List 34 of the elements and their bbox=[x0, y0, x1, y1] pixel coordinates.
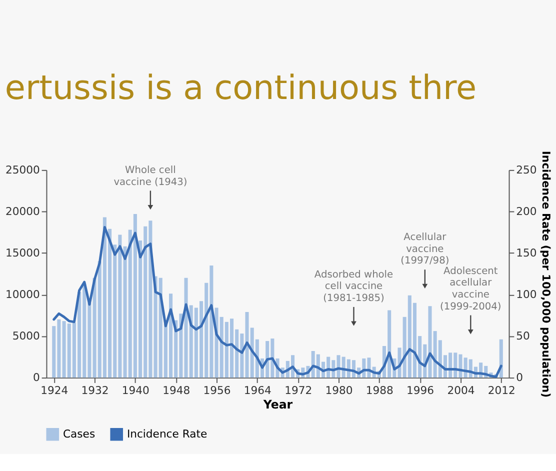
legend-label: Incidence Rate bbox=[126, 427, 208, 440]
annotation: Whole cell vaccine (1943) bbox=[114, 164, 188, 188]
annotation: Adolescent acellular vaccine (1999-2004) bbox=[440, 266, 502, 312]
line-series bbox=[52, 226, 502, 378]
x-tick-label: 2012 bbox=[488, 384, 516, 397]
y2-axis-title: Incidence Rate (per 100,000 population) bbox=[540, 150, 553, 398]
chart-title: ertussis is a continuous thre bbox=[4, 68, 477, 108]
y2-tick-label: 0 bbox=[516, 371, 524, 384]
y-tick-label: 15000 bbox=[5, 246, 40, 260]
x-tick-label: 1988 bbox=[366, 384, 394, 397]
x-tick-label: 1964 bbox=[244, 384, 272, 397]
legend-label: Cases bbox=[62, 427, 96, 440]
y2-tick-label: 100 bbox=[516, 288, 537, 301]
y2-tick-label: 150 bbox=[516, 246, 537, 260]
y-tick-label: 25000 bbox=[5, 163, 40, 176]
annotation: Adsorbed whole cell vaccine (1981-1985) bbox=[314, 269, 394, 304]
y-tick-label: 20000 bbox=[5, 204, 40, 218]
y2-tick-label: 50 bbox=[516, 329, 530, 342]
annotation: Acellular vaccine (1997/98) bbox=[400, 232, 450, 267]
x-tick-label: 1972 bbox=[284, 384, 312, 397]
x-tick-label: 2004 bbox=[447, 384, 475, 397]
y-tick-label: 5000 bbox=[12, 329, 40, 342]
x-tick-label: 1932 bbox=[81, 384, 109, 397]
x-tick-label: 1956 bbox=[203, 384, 231, 397]
x-tick-label: 1980 bbox=[325, 384, 353, 397]
x-axis-title: Year bbox=[262, 398, 293, 412]
y2-tick-label: 200 bbox=[516, 204, 537, 218]
y-tick-label: 10000 bbox=[5, 288, 40, 301]
y-tick-label: 0 bbox=[32, 371, 40, 384]
x-tick-label: 1996 bbox=[406, 384, 434, 397]
x-tick-label: 1940 bbox=[122, 384, 150, 397]
y2-tick-label: 250 bbox=[516, 163, 537, 176]
x-tick-label: 1948 bbox=[162, 384, 190, 397]
x-tick-label: 1924 bbox=[40, 384, 68, 397]
